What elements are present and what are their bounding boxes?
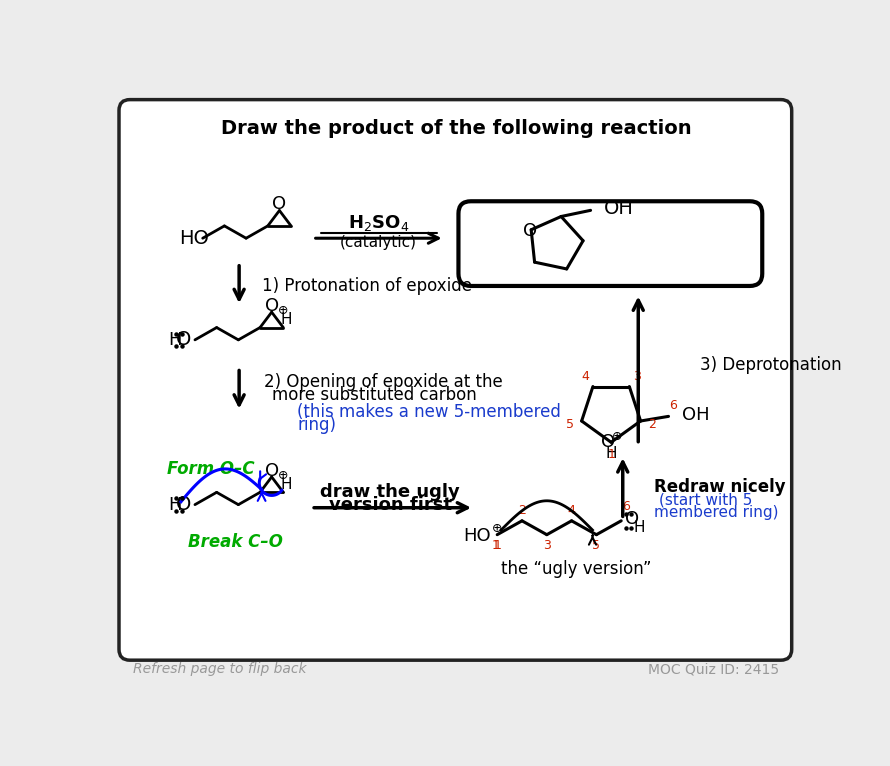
Text: 2: 2 [518,503,526,516]
Text: 4: 4 [568,503,576,516]
Text: (catalytic): (catalytic) [340,235,417,250]
Text: ⊕: ⊕ [492,522,503,535]
Text: H: H [168,496,182,514]
Text: version first: version first [328,496,452,515]
Text: HO: HO [464,527,491,545]
Text: Break C–O: Break C–O [188,533,283,552]
Text: 6: 6 [622,500,630,513]
Text: 6: 6 [669,399,677,412]
Text: OH: OH [603,199,634,218]
Text: OH: OH [683,406,710,424]
Text: H$_2$SO$_4$: H$_2$SO$_4$ [348,213,409,233]
Text: H: H [634,520,645,535]
Text: 1: 1 [607,448,615,461]
Text: membered ring): membered ring) [654,505,778,520]
Text: H: H [168,331,182,349]
Text: (this makes a new 5-membered: (this makes a new 5-membered [297,403,561,421]
Text: 1: 1 [493,539,501,552]
Text: Form O–C: Form O–C [167,460,255,478]
FancyBboxPatch shape [458,201,762,286]
Text: 1: 1 [491,539,499,552]
Text: 3) Deprotonation: 3) Deprotonation [700,356,842,375]
Text: H: H [280,477,292,492]
Text: H: H [605,446,617,460]
Text: O: O [264,462,279,480]
Text: O: O [264,297,279,315]
Text: 2: 2 [649,418,656,431]
Text: 2) Opening of epoxide at the: 2) Opening of epoxide at the [264,373,503,391]
Text: more substituted carbon: more substituted carbon [271,385,476,404]
Text: O: O [523,221,538,240]
Text: ring): ring) [297,416,336,434]
Text: (start with 5: (start with 5 [659,493,753,508]
Text: HO: HO [180,229,209,247]
Text: 5: 5 [593,539,601,552]
Text: ⊕: ⊕ [612,430,623,443]
Text: O: O [272,195,287,214]
Text: H: H [280,313,292,327]
Text: ⊕: ⊕ [278,304,288,317]
Text: 1) Protonation of epoxide: 1) Protonation of epoxide [263,277,473,295]
Text: O: O [175,330,191,349]
Text: the “ugly version”: the “ugly version” [501,560,651,578]
Text: Redraw nicely: Redraw nicely [654,478,785,496]
Text: O: O [175,495,191,514]
Text: MOC Quiz ID: 2415: MOC Quiz ID: 2415 [648,663,780,676]
Text: draw the ugly: draw the ugly [320,483,460,501]
Text: 3: 3 [543,539,551,552]
Text: 3: 3 [633,370,641,383]
Text: Refresh page to flip back: Refresh page to flip back [133,663,306,676]
Text: ⊕: ⊕ [278,469,288,482]
Text: Draw the product of the following reaction: Draw the product of the following reacti… [221,119,692,139]
Text: O: O [625,510,639,529]
Text: O: O [601,434,615,451]
Text: 5: 5 [566,418,574,431]
FancyBboxPatch shape [119,100,792,660]
Text: 4: 4 [582,370,589,383]
